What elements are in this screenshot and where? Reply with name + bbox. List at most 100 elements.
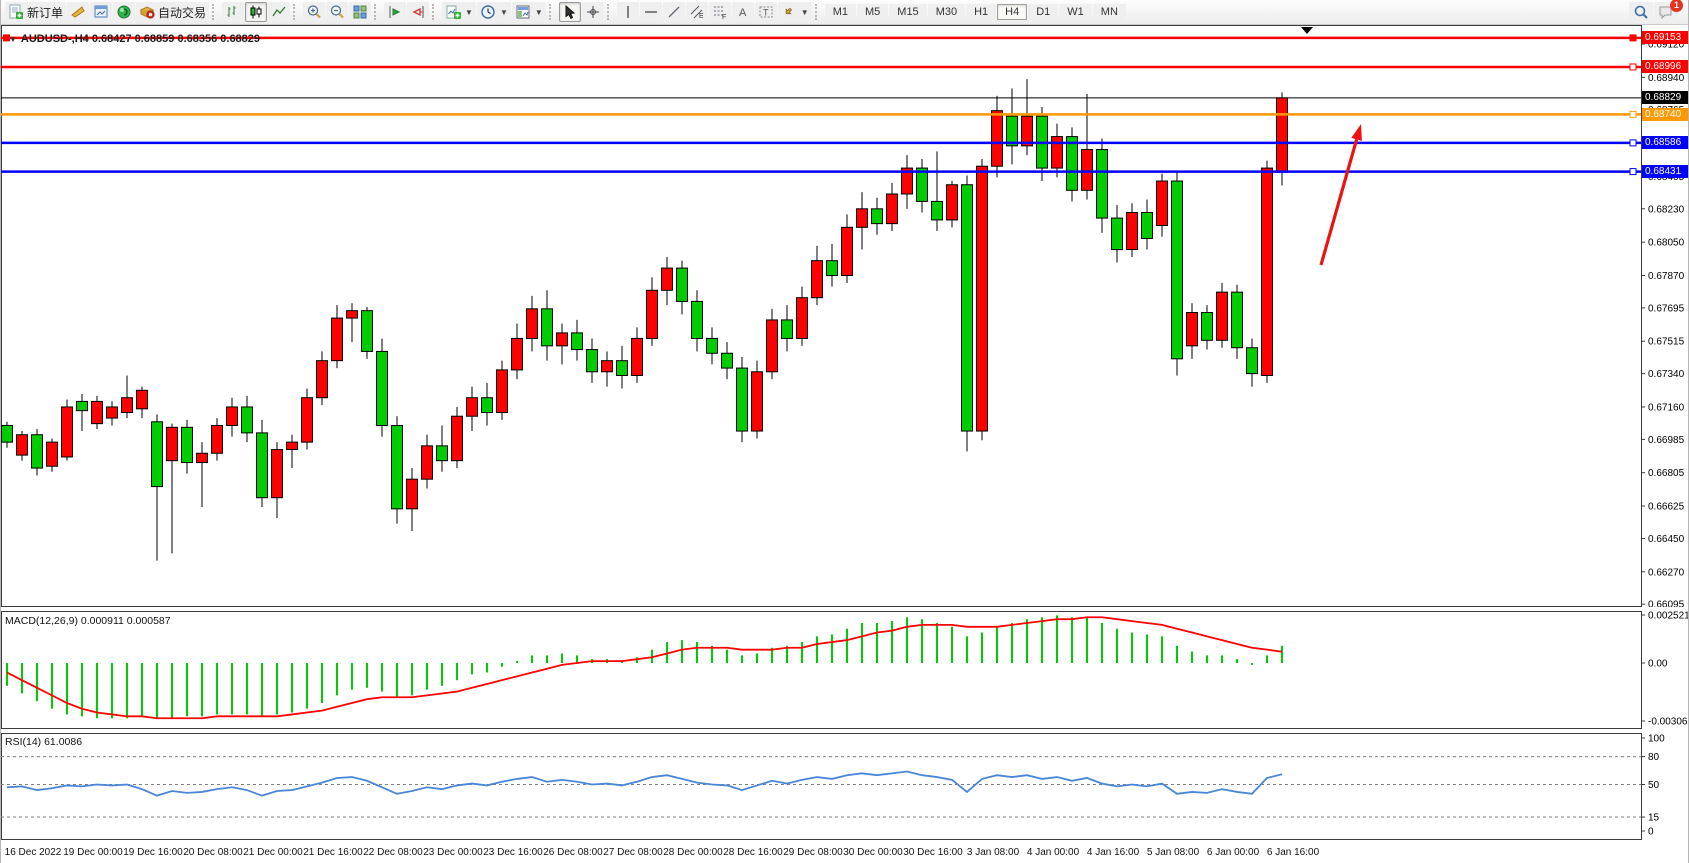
- macd-signal-line: [6, 616, 1283, 720]
- candle-bull: [1021, 115, 1033, 147]
- autotrading-icon: [139, 6, 155, 19]
- candle-bear: [736, 367, 748, 432]
- indicators-button[interactable]: ▼: [442, 2, 476, 22]
- time-label: 3 Jan 08:00: [966, 847, 1020, 858]
- tab-timeframe-h1[interactable]: H1: [966, 4, 997, 20]
- toolbar-grip: [548, 4, 556, 20]
- candle-bear: [781, 319, 793, 339]
- time-label: 28 Dec 00:00: [663, 847, 723, 858]
- new-order-label: 新订单: [27, 5, 64, 20]
- candle-bull: [136, 389, 148, 410]
- candle-bull: [991, 110, 1003, 167]
- vertical-line-icon: [627, 6, 629, 18]
- auto-scroll-icon: [412, 6, 424, 18]
- templates-button[interactable]: ▼: [511, 2, 546, 22]
- candle-bull: [196, 452, 208, 464]
- zoom-in-button[interactable]: [303, 2, 326, 22]
- svg-text:A: A: [739, 7, 747, 19]
- candle-bear: [916, 167, 928, 202]
- candle-bear: [571, 332, 583, 351]
- candle-bull: [1216, 291, 1228, 341]
- search-button[interactable]: [1629, 2, 1653, 22]
- symbol-dropdown-icon[interactable]: ▼: [9, 35, 17, 44]
- tab-timeframe-h4[interactable]: H4: [997, 4, 1028, 20]
- trend-arrow-annotation: [1319, 138, 1359, 266]
- bar-chart-mode-button[interactable]: [222, 2, 245, 22]
- tab-timeframe-d1[interactable]: D1: [1028, 4, 1059, 20]
- chart-shift-button[interactable]: [384, 2, 407, 22]
- price-badge-hline[interactable]: 0.68740: [1642, 107, 1688, 121]
- time-label: 16 Dec 2022: [4, 847, 62, 858]
- arrows-tool-button[interactable]: ▼: [777, 2, 812, 22]
- line-handle: [1629, 168, 1637, 176]
- horizontal-line-icon: [644, 11, 657, 13]
- signals-button[interactable]: [113, 2, 136, 22]
- autotrading-button[interactable]: 自动交易: [136, 2, 210, 22]
- rsi-panel[interactable]: 100 80 50 15 0: [1, 733, 1689, 840]
- text-label-tool-button[interactable]: T: [754, 2, 777, 22]
- new-chart-button[interactable]: [90, 2, 113, 22]
- vertical-line-tool-button[interactable]: [616, 2, 639, 22]
- periods-button[interactable]: ▼: [476, 2, 511, 22]
- macd-tick-label: -0.003061: [1648, 717, 1689, 728]
- crosshair-icon: [586, 6, 599, 18]
- tab-timeframe-w1[interactable]: W1: [1059, 4, 1092, 20]
- arrows-icon: [785, 7, 792, 15]
- candle-bull: [61, 406, 73, 458]
- candle-bull: [46, 441, 58, 467]
- rsi-line: [6, 770, 1283, 797]
- price-badge-hline[interactable]: 0.68996: [1642, 60, 1688, 74]
- tab-timeframe-m1[interactable]: M1: [824, 4, 856, 20]
- cursor-tool-button[interactable]: [558, 2, 581, 22]
- chevron-down-icon: ▼: [534, 7, 543, 17]
- price-tick-label: 0.66095: [1648, 600, 1685, 607]
- candlestick-icon: [250, 5, 262, 19]
- tab-timeframe-m15[interactable]: M15: [889, 4, 927, 20]
- notification-count-badge: 1: [1670, 0, 1683, 12]
- new-order-button[interactable]: 新订单: [5, 2, 67, 22]
- candle-bull: [466, 397, 478, 417]
- macd-panel[interactable]: 0.002521 0.00 -0.003061: [1, 611, 1689, 729]
- auto-scroll-button[interactable]: [407, 2, 430, 22]
- notifications-button[interactable]: 1: [1654, 0, 1683, 22]
- trendline-tool-button[interactable]: [662, 2, 685, 22]
- price-tick-label: 0.66625: [1648, 502, 1685, 513]
- chevron-down-icon: ▼: [800, 7, 809, 17]
- fibonacci-tool-button[interactable]: F: [708, 2, 731, 22]
- chevron-down-icon: ▼: [465, 7, 473, 17]
- autotrading-label: 自动交易: [158, 5, 207, 20]
- text-tool-button[interactable]: A: [731, 2, 754, 22]
- price-badge-hline[interactable]: 0.68586: [1642, 136, 1688, 150]
- profile-button[interactable]: [67, 2, 90, 22]
- time-label: 4 Jan 16:00: [1086, 847, 1140, 858]
- candle-bull: [751, 371, 763, 432]
- line-chart-mode-button[interactable]: [268, 2, 291, 22]
- time-label: 19 Dec 00:00: [63, 847, 123, 858]
- tab-timeframe-mn[interactable]: MN: [1092, 4, 1126, 20]
- price-tick-label: 0.67515: [1648, 337, 1685, 348]
- candle-bear: [256, 432, 268, 499]
- crosshair-tool-button[interactable]: [581, 2, 604, 22]
- candle-bull: [811, 260, 823, 299]
- price-badge-hline[interactable]: 0.68431: [1642, 165, 1688, 179]
- candle-bear: [1, 424, 13, 443]
- candle-bear: [931, 200, 943, 221]
- time-axis[interactable]: 16 Dec 2022 19 Dec 00:00 19 Dec 16:00 20 De…: [1, 841, 1688, 863]
- tab-timeframe-m30[interactable]: M30: [927, 4, 966, 20]
- candle-bull: [886, 193, 898, 225]
- candle-bear: [1066, 136, 1078, 191]
- line-handle: [1629, 110, 1637, 118]
- chart-area[interactable]: ▼ AUDUSD-,H4 0.68427 0.68859 0.68356 0.68…: [1, 25, 1689, 863]
- price-chart-panel[interactable]: 0.691200.689400.687650.685850.684050.682…: [1, 25, 1689, 607]
- rsi-indicator-label: RSI(14) 61.0086: [5, 736, 83, 748]
- time-label: 23 Dec 16:00: [483, 847, 543, 858]
- candlestick-mode-button[interactable]: [245, 2, 268, 22]
- price-badge-hline[interactable]: 0.69153: [1642, 31, 1688, 45]
- channel-tool-button[interactable]: E: [685, 2, 708, 22]
- candle-bear: [241, 406, 253, 434]
- horizontal-line-tool-button[interactable]: [639, 2, 662, 22]
- zoom-out-button[interactable]: [326, 2, 349, 22]
- tab-timeframe-m5[interactable]: M5: [857, 4, 889, 20]
- tile-windows-button[interactable]: [349, 2, 372, 22]
